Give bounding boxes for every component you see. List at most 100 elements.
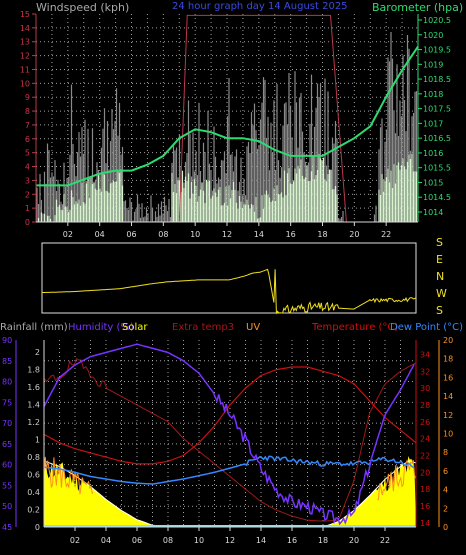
- bottom-x-tick-label: 04: [101, 536, 111, 545]
- temp-tick-label: 20: [420, 468, 430, 477]
- wind-tick-label: 3: [25, 176, 30, 185]
- humidity-tick-label: 90: [2, 336, 12, 345]
- direction-label: S: [436, 304, 443, 317]
- x-tick-label: 12: [222, 230, 232, 239]
- bottom-x-tick-label: 06: [132, 536, 142, 545]
- bottom-x-tick-label: 12: [225, 536, 235, 545]
- humidity-tick-label: 80: [2, 378, 12, 387]
- humidity-label: Humidity (%): [68, 322, 134, 333]
- baro-tick-label: 1020: [423, 31, 443, 40]
- humidity-tick-label: 50: [2, 502, 12, 511]
- rain-tick-label: 0.6: [27, 471, 40, 480]
- bottom-x-tick-label: 02: [70, 536, 80, 545]
- wind-tick-label: 4: [25, 163, 30, 172]
- direction-label: W: [436, 287, 447, 300]
- rain-tick-label: 1.8: [27, 366, 40, 375]
- wind-tick-label: 13: [20, 38, 30, 47]
- wind-tick-label: 10: [20, 79, 30, 88]
- humidity-tick-label: 60: [2, 461, 12, 470]
- humidity-tick-label: 70: [2, 419, 12, 428]
- temp-tick-label: 30: [420, 384, 430, 393]
- rain-tick-label: 0: [35, 523, 40, 532]
- wind-tick-label: 15: [20, 10, 30, 19]
- x-tick-label: 08: [158, 230, 168, 239]
- uv-tick-label: 8: [443, 448, 448, 457]
- baro-tick-label: 1014: [423, 208, 443, 217]
- direction-label: N: [436, 270, 444, 283]
- rain-tick-label: 1.2: [27, 418, 40, 427]
- uv-tick-label: 16: [443, 373, 453, 382]
- humidity-tick-label: 45: [2, 523, 12, 532]
- x-tick-label: 06: [126, 230, 136, 239]
- temp-tick-label: 34: [420, 350, 430, 359]
- temp-tick-label: 16: [420, 502, 430, 511]
- humidity-tick-label: 75: [2, 398, 12, 407]
- x-tick-label: 16: [286, 230, 296, 239]
- temp-tick-label: 26: [420, 418, 430, 427]
- uv-tick-label: 10: [443, 430, 453, 439]
- x-tick-label: 14: [254, 230, 264, 239]
- uv-tick-label: 14: [443, 392, 453, 401]
- direction-frame: [41, 242, 417, 314]
- baro-tick-label: 1017.5: [423, 105, 451, 114]
- bottom-x-tick-label: 16: [287, 536, 297, 545]
- rain-tick-label: 1: [35, 436, 40, 445]
- bottom-x-tick-label: 14: [256, 536, 266, 545]
- uv-tick-label: 20: [443, 336, 453, 345]
- temp-tick-label: 32: [420, 367, 430, 376]
- wind-tick-label: 0: [25, 218, 30, 227]
- dew-point-label: Dew Point (°C): [390, 322, 463, 333]
- extra-temp-label: Extra temp3: [172, 322, 234, 333]
- dew-point-line: [43, 455, 415, 485]
- barometer-line: [36, 46, 419, 187]
- temperature-label: Temperature (°C): [311, 322, 398, 333]
- x-tick-label: 22: [381, 230, 391, 239]
- baro-tick-label: 1015: [423, 178, 443, 187]
- wind-bars: [36, 31, 418, 222]
- temperature-line: [43, 366, 417, 465]
- rain-tick-label: 1.6: [27, 383, 40, 392]
- wind-tick-label: 5: [25, 149, 30, 158]
- baro-tick-label: 1016: [423, 149, 443, 158]
- direction-label: E: [436, 253, 443, 266]
- solar-area: [44, 456, 416, 527]
- top-panel: 012345678910111213141510141014.510151015…: [20, 10, 451, 239]
- windspeed-label: Windspeed (kph): [36, 1, 129, 14]
- wind-tick-label: 7: [25, 121, 30, 130]
- wind-tick-label: 12: [20, 52, 30, 61]
- rainfall-label: Rainfall (mm): [0, 322, 68, 333]
- temp-tick-label: 28: [420, 401, 430, 410]
- solar-label: Solar: [122, 322, 148, 333]
- x-tick-label: 10: [190, 230, 200, 239]
- bottom-x-tick-label: 08: [163, 536, 173, 545]
- baro-tick-label: 1017: [423, 119, 443, 128]
- baro-tick-label: 1018: [423, 90, 443, 99]
- wind-tick-label: 1: [25, 204, 30, 213]
- uv-tick-label: 0: [443, 523, 448, 532]
- x-tick-label: 04: [95, 230, 105, 239]
- bottom-x-tick-label: 20: [349, 536, 359, 545]
- uv-tick-label: 18: [443, 355, 453, 364]
- rain-tick-label: 1.4: [27, 401, 40, 410]
- wind-tick-label: 6: [25, 135, 30, 144]
- bottom-x-tick-label: 10: [194, 536, 204, 545]
- wind-tick-label: 2: [25, 190, 30, 199]
- rain-tick-label: 0.8: [27, 453, 40, 462]
- uv-label: UV: [246, 322, 260, 333]
- rain-tick-label: 2: [35, 348, 40, 357]
- baro-tick-label: 1015.5: [423, 164, 451, 173]
- temp-tick-label: 18: [420, 485, 430, 494]
- humidity-tick-label: 55: [2, 481, 12, 490]
- humidity-line: [43, 343, 415, 526]
- uv-line-evening: [377, 459, 417, 501]
- humidity-tick-label: 85: [2, 357, 12, 366]
- bottom-x-tick-label: 18: [318, 536, 328, 545]
- bottom-x-tick-label: 22: [380, 536, 390, 545]
- uv-tick-label: 4: [443, 486, 448, 495]
- rain-tick-label: 0.2: [27, 506, 40, 515]
- bottom-panel: 4550556065707580859000.20.40.60.811.21.4…: [2, 336, 453, 545]
- rain-tick-label: 0.4: [27, 488, 40, 497]
- baro-tick-label: 1014.5: [423, 193, 451, 202]
